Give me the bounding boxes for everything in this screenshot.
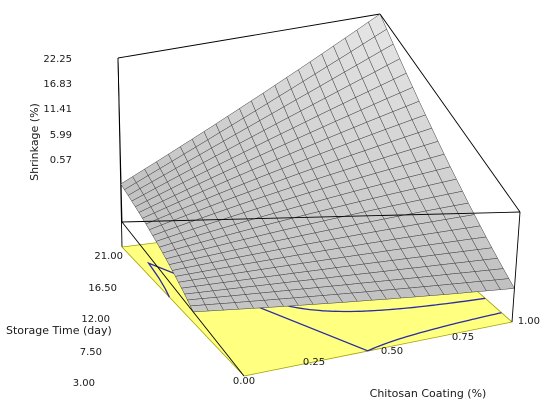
y-axis-ticks: 3.00 7.50 12.00 16.50 21.00 <box>73 251 123 389</box>
contour-line <box>146 261 502 352</box>
box-edge <box>117 57 123 223</box>
box-edge <box>511 211 521 323</box>
bounding-box-front-lines <box>121 13 521 377</box>
x-axis-title: Chitosan Coating (%) <box>370 387 487 400</box>
box-edge <box>121 211 521 223</box>
x-tick-label: 0.25 <box>303 357 325 368</box>
z-tick-label: 5.99 <box>50 130 72 141</box>
y-tick-label: 12.00 <box>81 314 110 325</box>
x-tick-label: 0.00 <box>233 376 255 387</box>
z-tick-label: 22.25 <box>43 54 72 65</box>
z-tick-label: 11.41 <box>43 104 72 115</box>
response-surface-mesh <box>120 13 515 313</box>
z-axis-title: Shrinkage (%) <box>28 103 41 181</box>
x-tick-label: 0.75 <box>452 332 474 343</box>
y-tick-label: 16.50 <box>88 283 117 294</box>
y-axis-title: Storage Time (day) <box>6 324 112 337</box>
y-tick-label: 3.00 <box>73 378 95 389</box>
y-tick-label: 7.50 <box>80 347 102 358</box>
z-axis-ticks: 0.57 5.99 11.41 16.83 22.25 <box>43 54 72 166</box>
y-tick-label: 21.00 <box>94 251 123 262</box>
z-tick-label: 0.57 <box>50 155 72 166</box>
box-edge <box>117 13 381 59</box>
z-tick-label: 16.83 <box>43 79 72 90</box>
x-axis-ticks: 0.00 0.25 0.50 0.75 1.00 <box>233 316 540 387</box>
surface-cell <box>494 278 515 290</box>
x-tick-label: 0.50 <box>381 346 403 357</box>
box-edge <box>121 221 245 377</box>
x-tick-label: 1.00 <box>518 316 540 327</box>
box-edge <box>379 13 521 213</box>
